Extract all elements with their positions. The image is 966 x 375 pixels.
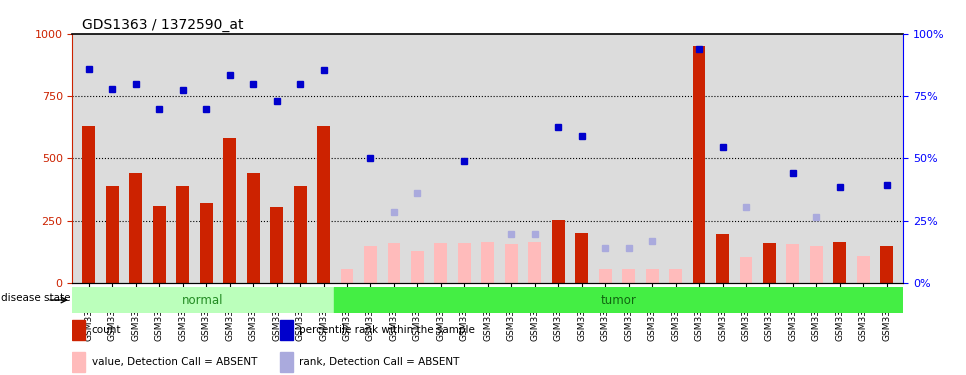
Bar [669, 269, 682, 283]
Bar [72, 287, 333, 313]
Bar [716, 234, 729, 283]
Bar [481, 242, 495, 283]
Text: value, Detection Call = ABSENT: value, Detection Call = ABSENT [92, 357, 257, 367]
Bar [505, 244, 518, 283]
Bar [880, 246, 894, 283]
Text: disease state: disease state [1, 293, 71, 303]
Bar [223, 138, 236, 283]
Bar [82, 126, 96, 283]
Bar [435, 243, 447, 283]
Bar [834, 242, 846, 283]
Bar [333, 287, 903, 313]
Text: tumor: tumor [601, 294, 637, 306]
Bar [177, 186, 189, 283]
Bar [458, 243, 470, 283]
Bar [763, 243, 776, 283]
Bar [645, 269, 659, 283]
Text: percentile rank within the sample: percentile rank within the sample [299, 325, 475, 335]
Bar [857, 256, 869, 283]
Bar [72, 352, 85, 372]
Bar [341, 269, 354, 283]
Bar [411, 251, 424, 283]
Bar [106, 186, 119, 283]
Bar [317, 126, 330, 283]
Bar [200, 203, 213, 283]
Bar [810, 246, 823, 283]
Bar [72, 320, 85, 340]
Text: GDS1363 / 1372590_at: GDS1363 / 1372590_at [82, 18, 243, 32]
Bar [129, 173, 142, 283]
Bar [387, 243, 401, 283]
Bar [786, 244, 800, 283]
Bar [280, 352, 293, 372]
Text: rank, Detection Call = ABSENT: rank, Detection Call = ABSENT [299, 357, 460, 367]
Bar [294, 186, 306, 283]
Text: normal: normal [183, 294, 224, 306]
Bar [153, 206, 166, 283]
Bar [528, 242, 541, 283]
Bar [599, 269, 611, 283]
Bar [693, 46, 705, 283]
Bar [740, 257, 753, 283]
Bar [280, 320, 293, 340]
Bar [552, 219, 565, 283]
Bar [270, 207, 283, 283]
Bar [246, 173, 260, 283]
Bar [364, 246, 377, 283]
Text: count: count [92, 325, 121, 335]
Bar [622, 269, 635, 283]
Bar [575, 233, 588, 283]
